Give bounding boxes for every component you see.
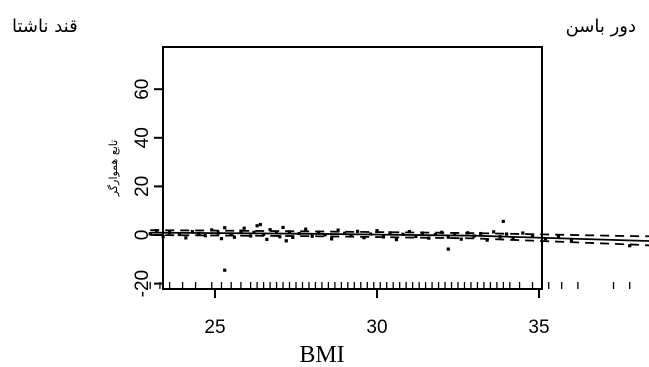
data-point [492, 230, 496, 234]
data-point [556, 235, 561, 239]
data-point [223, 268, 227, 272]
data-point [355, 229, 360, 233]
chart-title-left: قند ناشتا [12, 16, 78, 37]
data-point [485, 238, 489, 242]
data-point [414, 234, 418, 239]
data-point [628, 244, 632, 248]
data-point [310, 234, 314, 238]
x-tick-label: 25 [204, 317, 225, 338]
data-point [336, 228, 340, 232]
data-point [223, 226, 227, 230]
x-tick-label: 35 [528, 317, 549, 338]
data-point [258, 222, 262, 227]
data-point [203, 234, 207, 238]
x-axis-label: BMI [299, 342, 344, 367]
data-point [177, 232, 181, 237]
data-point [219, 237, 224, 241]
y-tick-label: 40 [132, 127, 153, 148]
y-tick-label: -20 [132, 270, 153, 297]
data-point [304, 227, 308, 231]
data-point [255, 224, 259, 228]
data-point [281, 225, 285, 230]
data-point [252, 230, 256, 234]
data-point [459, 237, 463, 241]
rug-marks [149, 282, 631, 289]
y-tick-label: 60 [132, 79, 153, 100]
smooth-fit-line [150, 231, 649, 242]
y-axis-label: تابع هموارگر [107, 140, 120, 197]
data-point [184, 236, 188, 240]
data-point [265, 237, 269, 241]
data-point [249, 234, 253, 238]
data-point [242, 226, 246, 230]
data-point [278, 235, 282, 239]
data-points [148, 219, 632, 272]
data-point [148, 232, 152, 236]
smooth-lines [150, 229, 649, 247]
data-point [530, 234, 535, 238]
y-tick-label: 0 [132, 230, 153, 241]
data-point [501, 219, 505, 223]
data-point [291, 235, 295, 240]
data-point [161, 234, 165, 239]
data-point [232, 235, 237, 239]
data-point [190, 229, 194, 234]
data-point [284, 239, 288, 243]
data-point [446, 247, 450, 251]
data-point [505, 232, 509, 236]
data-point [268, 228, 272, 232]
x-tick-label: 30 [366, 317, 387, 338]
y-axis: -20 0 20 40 60 [132, 79, 163, 297]
confidence-band-line [150, 229, 649, 238]
data-point [446, 235, 450, 239]
plot-frame [162, 46, 543, 290]
x-axis: 25303540 [204, 289, 550, 338]
data-point [330, 237, 334, 241]
y-tick-label: 20 [132, 176, 153, 197]
data-point [569, 238, 573, 242]
data-point [521, 231, 525, 235]
chart-title-right: دور باسن [566, 16, 636, 37]
data-point [511, 236, 515, 240]
data-point [349, 233, 353, 238]
data-point [388, 231, 392, 235]
confidence-band-line [150, 234, 649, 247]
data-point [375, 229, 379, 233]
data-point [394, 238, 399, 242]
